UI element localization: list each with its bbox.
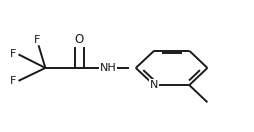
Text: N: N [150,80,158,90]
Text: O: O [75,33,84,46]
Text: F: F [10,76,16,86]
Text: F: F [34,34,40,44]
Text: F: F [10,49,16,59]
Text: NH: NH [100,63,117,73]
